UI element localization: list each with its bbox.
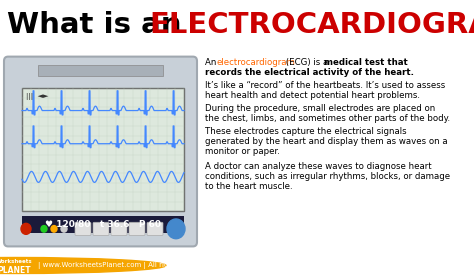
Circle shape [21, 223, 31, 234]
Text: During the procedure, small electrodes are placed on: During the procedure, small electrodes a… [205, 104, 435, 113]
FancyBboxPatch shape [75, 222, 91, 235]
FancyBboxPatch shape [129, 222, 145, 235]
Text: (ECG) is a: (ECG) is a [283, 58, 331, 67]
Bar [22, 216, 184, 233]
Text: What is an: What is an [7, 11, 192, 39]
Text: to the heart muscle.: to the heart muscle. [205, 182, 292, 191]
Text: conditions, such as irregular rhythms, blocks, or damage: conditions, such as irregular rhythms, b… [205, 172, 450, 181]
Text: |||  ◄►: ||| ◄► [26, 93, 48, 100]
Circle shape [41, 225, 47, 232]
Text: monitor or paper.: monitor or paper. [205, 147, 280, 156]
Circle shape [0, 257, 166, 274]
Text: ♥ 120/80   t 36.6   P 60: ♥ 120/80 t 36.6 P 60 [45, 220, 161, 229]
Bar [22, 88, 184, 211]
Circle shape [61, 225, 67, 232]
Bar [38, 65, 163, 76]
Text: the chest, limbs, and sometimes other parts of the body.: the chest, limbs, and sometimes other pa… [205, 114, 450, 123]
Text: electrocardiogram: electrocardiogram [217, 58, 296, 67]
Circle shape [51, 225, 57, 232]
Text: It’s like a “record” of the heartbeats. It’s used to assess: It’s like a “record” of the heartbeats. … [205, 81, 445, 90]
FancyBboxPatch shape [147, 222, 163, 235]
Text: A doctor can analyze these waves to diagnose heart: A doctor can analyze these waves to diag… [205, 162, 432, 171]
FancyBboxPatch shape [111, 222, 127, 235]
Text: PLANET: PLANET [0, 266, 31, 275]
Text: ELECTROCARDIOGRAM?: ELECTROCARDIOGRAM? [149, 11, 474, 39]
Text: Worksheets: Worksheets [0, 259, 33, 264]
Text: An: An [205, 58, 219, 67]
Text: heart health and detect potential heart problems.: heart health and detect potential heart … [205, 91, 420, 100]
Circle shape [167, 219, 185, 239]
Text: These electrodes capture the electrical signals: These electrodes capture the electrical … [205, 127, 407, 136]
Text: records the electrical activity of the heart.: records the electrical activity of the h… [205, 68, 414, 77]
Text: | www.WorksheetsPlanet.com | All rights reserved | © This is a copyrighted mater: | www.WorksheetsPlanet.com | All rights … [38, 262, 332, 269]
FancyBboxPatch shape [93, 222, 109, 235]
FancyBboxPatch shape [4, 57, 197, 246]
Text: generated by the heart and display them as waves on a: generated by the heart and display them … [205, 137, 447, 146]
Text: medical test that: medical test that [324, 58, 408, 67]
